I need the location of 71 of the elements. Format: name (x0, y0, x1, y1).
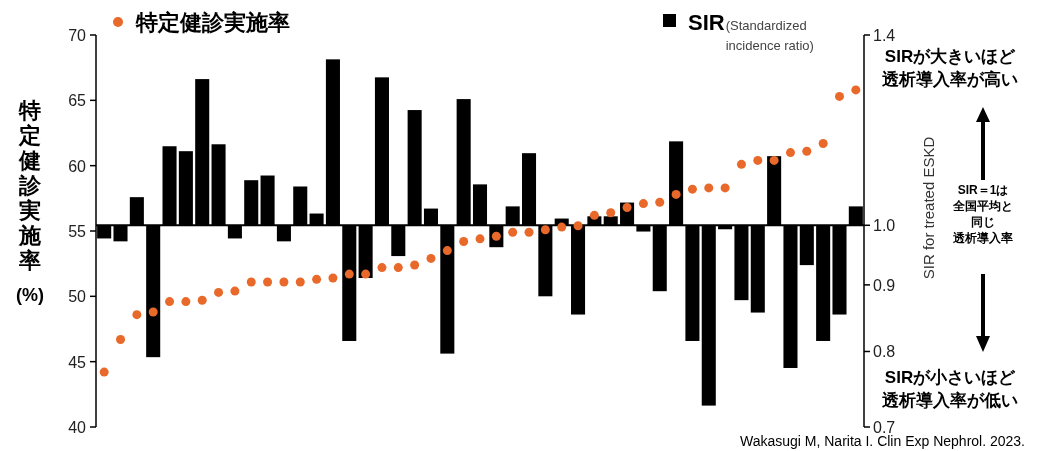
point (197, 295, 207, 305)
legend-label: 特定健診実施率 (135, 10, 290, 35)
text: SIRが大きいほど (884, 47, 1017, 66)
text: 透析導入率 (952, 231, 1013, 245)
point (785, 148, 795, 158)
text: SIR＝1は (957, 183, 1009, 197)
point (393, 263, 403, 273)
point (344, 269, 354, 279)
point (834, 91, 844, 101)
y2-tick-label: 0.8 (873, 343, 896, 361)
point (132, 310, 142, 320)
point (687, 184, 697, 194)
point (557, 222, 567, 232)
point (573, 221, 583, 231)
point (181, 297, 191, 307)
point (638, 199, 648, 209)
text: 同じ (971, 215, 995, 229)
y-tick-label: 55 (68, 223, 87, 240)
y-axis-title: 特定健診実施率 (%) (16, 98, 44, 305)
point (851, 85, 861, 95)
point (295, 277, 305, 287)
y-tick-label: 50 (68, 288, 87, 306)
y2-tick-label: 0.7 (873, 419, 896, 436)
point (148, 307, 158, 317)
y2-tick-label: 1.0 (873, 217, 896, 235)
point (214, 287, 224, 297)
point (410, 260, 420, 270)
y-tick-label: 60 (68, 157, 87, 175)
point (606, 208, 616, 218)
point (671, 189, 681, 199)
point (459, 236, 469, 246)
point (720, 183, 730, 193)
y-tick-label: 70 (68, 27, 87, 44)
point (442, 246, 452, 256)
legend-label: SIR(Standardized incidence ratio) (688, 10, 814, 53)
point (475, 234, 485, 244)
point (116, 334, 126, 344)
text: 透析導入率が低い (881, 391, 1018, 410)
point (230, 286, 240, 296)
y2-tick-label: 1.4 (873, 27, 896, 44)
point (246, 277, 256, 287)
point (328, 273, 338, 283)
y-tick-label: 45 (68, 353, 87, 371)
text: Wakasugi M, Narita I. Clin Exp Nephrol. 2023. (739, 433, 1025, 449)
text: 全国平均と (952, 199, 1013, 213)
y2-tick-label: 0.9 (873, 276, 896, 294)
point (279, 277, 289, 287)
point (622, 202, 632, 212)
point (312, 274, 322, 284)
point (589, 210, 599, 220)
point (524, 227, 534, 237)
point (736, 159, 746, 169)
point (818, 138, 828, 148)
y-tick-label: 40 (68, 419, 87, 436)
y2-axis-title: SIR for treated ESKD (920, 136, 937, 280)
point (377, 263, 387, 273)
point (802, 146, 812, 156)
point (753, 155, 763, 165)
point (361, 269, 371, 279)
point (426, 253, 436, 263)
point (99, 367, 109, 377)
point (165, 297, 175, 307)
text: 透析導入率が高い (881, 70, 1018, 89)
point (263, 277, 273, 287)
y-tick-label: 65 (68, 92, 87, 110)
point (704, 183, 714, 193)
point (508, 227, 518, 237)
point (769, 155, 779, 165)
text: SIRが小さいほど (884, 368, 1017, 387)
point (540, 225, 550, 235)
point (655, 197, 665, 207)
